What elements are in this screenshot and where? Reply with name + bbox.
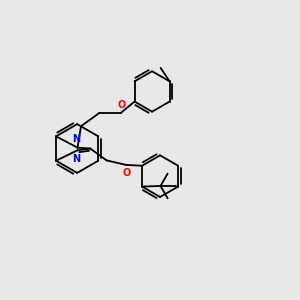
Text: N: N [73,154,81,164]
Text: O: O [117,100,125,110]
Text: N: N [73,134,81,144]
Text: O: O [122,168,130,178]
